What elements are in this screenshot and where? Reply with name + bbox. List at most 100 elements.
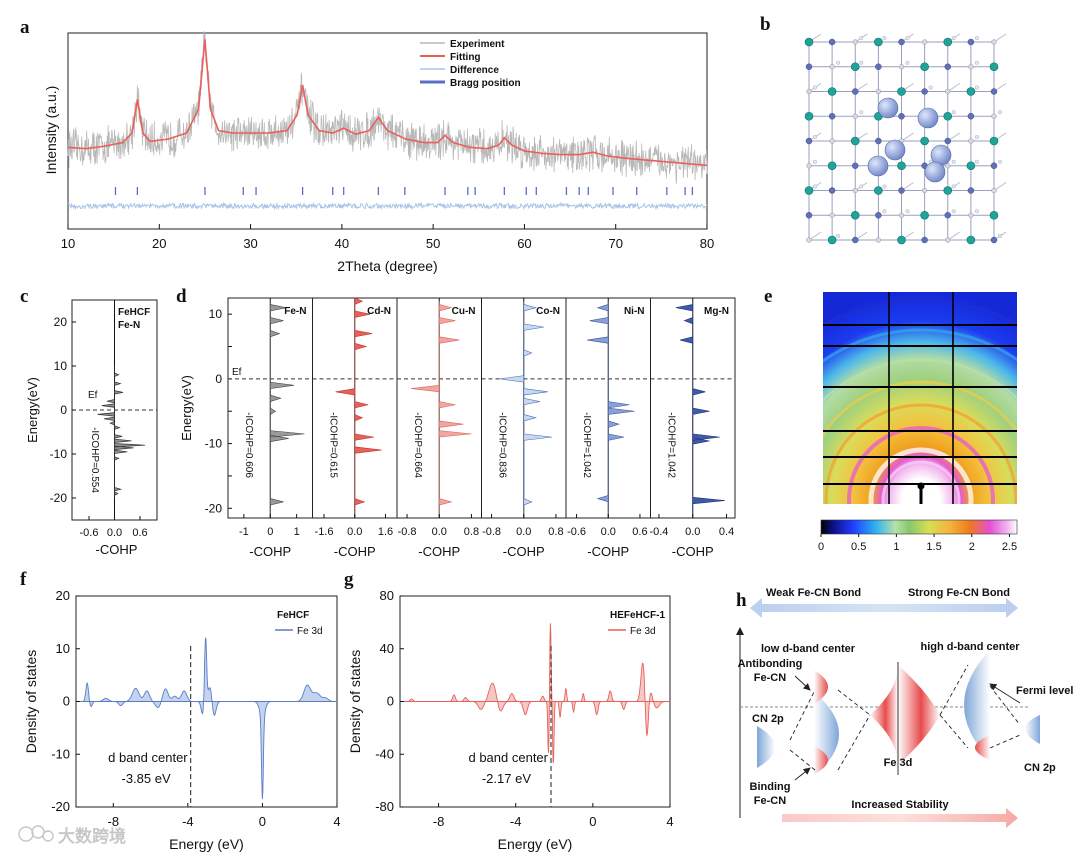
panel-letter-c: c <box>20 286 28 307</box>
ylabel-d: Energy(eV) <box>179 375 194 441</box>
cohp-area-d-2 <box>411 301 472 515</box>
ylabel-g: Density of states <box>347 650 363 754</box>
panel-letter-h: h <box>736 590 747 611</box>
colorbar-tick-label: 1 <box>893 541 899 553</box>
strong-bond-label: Strong Fe-CN Bond <box>908 587 1010 599</box>
cn2p-right-label: CN 2p <box>1024 762 1056 774</box>
experiment-series <box>67 31 708 184</box>
panel-letter-a: a <box>20 17 30 38</box>
xtick-label-f: 0 <box>259 814 266 829</box>
legend-entry-f: Fe 3d <box>297 626 323 637</box>
xtick-label-a: 50 <box>426 236 440 251</box>
xtick-label-g: -8 <box>433 814 445 829</box>
xtick-label-d-2: 0.8 <box>464 526 479 538</box>
antibonding-label-1: Antibonding <box>738 658 803 670</box>
ytick-label-d: 0 <box>215 372 222 386</box>
fermi-arrow <box>989 683 1021 704</box>
xtick-label-f: -4 <box>182 814 194 829</box>
xtick-label-a: 80 <box>700 236 714 251</box>
cohp-area-c <box>97 366 146 498</box>
panel-letter-b: b <box>760 14 771 35</box>
xtick-label-d-4: 0.0 <box>601 526 616 538</box>
ytick-label-g: -40 <box>375 746 394 761</box>
panel-letter-f: f <box>20 569 27 590</box>
icohp-label-d-3: -ICOHP=0.836 <box>497 412 508 478</box>
ytick-label-f: -10 <box>51 746 70 761</box>
stability-arrow <box>782 808 1018 828</box>
xtick-label-g: 4 <box>666 814 673 829</box>
colorbar <box>820 519 1018 535</box>
ytick-label-d: -20 <box>205 501 223 515</box>
xtick-label-f: 4 <box>333 814 340 829</box>
xlabel-d-2: -COHP <box>418 544 460 559</box>
annotation-value-g: -2.17 eV <box>482 771 531 786</box>
icohp-label-c: -ICOHP=0.554 <box>89 427 100 493</box>
colorbar-tick-label: 1.5 <box>926 541 941 553</box>
legend-entry-a-0: Experiment <box>450 39 505 50</box>
xlabel-d-0: -COHP <box>249 544 291 559</box>
panel-letter-g: g <box>344 569 354 590</box>
ytick-label-c: -10 <box>50 447 68 461</box>
cohp-area-d-0 <box>269 301 305 515</box>
xtick-label-g: -4 <box>510 814 522 829</box>
watermark-logo: 大数跨境 <box>18 825 126 846</box>
legend-entry-g: Fe 3d <box>630 626 656 637</box>
label-c-line1: FeHCF <box>118 307 150 318</box>
subpanel-label-d-0: Fe-N <box>284 306 306 317</box>
colorbar-tick-label: 0.5 <box>851 541 866 553</box>
xtick-label-f: -8 <box>108 814 120 829</box>
ef-label-c: Ef <box>88 390 98 401</box>
xtick-label-d-4: 0.6 <box>632 526 647 538</box>
xtick-label-a: 20 <box>152 236 166 251</box>
binding-right <box>975 735 990 760</box>
legend-title-g: HEFeHCF-1 <box>610 610 665 621</box>
ytick-label-f: 0 <box>63 694 70 709</box>
ylabel-f: Density of states <box>23 650 39 754</box>
xtick-label-a: 30 <box>243 236 257 251</box>
xtick-label-d-5: -0.4 <box>649 526 668 538</box>
ytick-label-d: -10 <box>205 437 223 451</box>
colorbar-tick-label: 2.5 <box>1002 541 1017 553</box>
antibonding-left <box>814 670 828 704</box>
colorbar-tick-label: 0 <box>818 541 824 553</box>
cohp-area-d-4 <box>587 301 635 515</box>
binding-arrow <box>794 767 811 781</box>
xlabel-a: 2Theta (degree) <box>337 258 437 274</box>
xtick-label-g: 0 <box>589 814 596 829</box>
xtick-label-d-1: -1.6 <box>315 526 334 538</box>
colorbar-tick-label: 2 <box>969 541 975 553</box>
legend-title-f: FeHCF <box>277 610 309 621</box>
dashed-link-1 <box>789 749 816 771</box>
binding-label-2: Fe-CN <box>754 795 786 807</box>
xlabel-f: Energy (eV) <box>169 836 244 852</box>
ytick-label-f: -20 <box>51 799 70 814</box>
dashed-link-3 <box>837 714 871 771</box>
fitting-series <box>67 39 708 167</box>
dos-curve-f <box>76 637 337 800</box>
fe3d-label: Fe 3d <box>884 757 913 769</box>
xtick-label-d-0: 0 <box>267 526 273 538</box>
ytick-label-f: 20 <box>56 588 70 603</box>
fe3d-level-right <box>898 665 940 765</box>
ylabel-a: Intensity (a.u.) <box>43 86 59 175</box>
cohp-area-d-3 <box>499 301 552 515</box>
weak-bond-label: Weak Fe-CN Bond <box>766 587 861 599</box>
xtick-label-d-3: 0.0 <box>516 526 531 538</box>
antibonding-arrow <box>794 675 811 691</box>
ytick-label-c: 20 <box>54 315 68 329</box>
high-center-label: high d-band center <box>921 641 1021 653</box>
ytick-label-g: 40 <box>380 641 394 656</box>
xlabel-d-4: -COHP <box>587 544 629 559</box>
ytick-label-d: 10 <box>209 307 223 321</box>
dashed-link-0 <box>789 689 816 741</box>
ytick-label-g: 0 <box>387 694 394 709</box>
cohp-area-d-1 <box>335 297 382 515</box>
xtick-label-d-0: 1 <box>294 526 300 538</box>
xtick-label-c: 0.6 <box>132 527 147 539</box>
panel-letter-e: e <box>764 286 772 307</box>
xtick-label-a: 10 <box>61 236 75 251</box>
ytick-label-g: 80 <box>380 588 394 603</box>
subpanel-label-d-2: Cu-N <box>452 306 476 317</box>
cohp-area-d-5 <box>675 301 725 515</box>
